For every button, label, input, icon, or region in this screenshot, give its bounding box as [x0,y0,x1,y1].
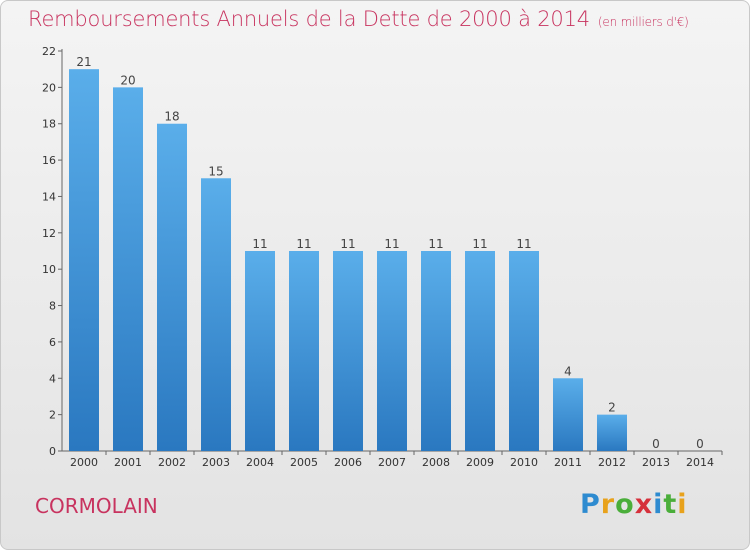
bar-value-label: 15 [208,164,223,178]
y-tick-label: 4 [49,372,56,385]
commune-name: CORMOLAIN [35,494,158,518]
x-tick-label: 2013 [642,456,670,469]
y-tick-label: 2 [49,409,56,422]
x-tick-label: 2008 [422,456,450,469]
chart-title: Remboursements Annuels de la Dette de 20… [28,7,689,31]
x-tick-label: 2011 [554,456,582,469]
bar [597,414,627,451]
bar-value-label: 11 [296,237,311,251]
y-tick-label: 22 [42,45,56,58]
x-tick-label: 2012 [598,456,626,469]
x-tick-label: 2005 [290,456,318,469]
bar-value-label: 4 [564,364,572,378]
bar [465,251,495,451]
bar-value-label: 20 [120,73,135,87]
x-tick-label: 2000 [70,456,98,469]
logo-letter: x [634,489,654,520]
bar-value-label: 11 [472,237,487,251]
logo-letter: P [580,489,601,520]
y-tick-label: 12 [42,227,56,240]
x-tick-label: 2009 [466,456,494,469]
y-tick-label: 6 [49,336,56,349]
bar [509,251,539,451]
logo-letter: t [663,489,678,520]
x-tick-label: 2002 [158,456,186,469]
bar-value-label: 21 [76,55,91,69]
bar-value-label: 11 [384,237,399,251]
chart-title-text: Remboursements Annuels de la Dette de 20… [28,7,590,31]
x-tick-label: 2007 [378,456,406,469]
bar [377,251,407,451]
bar [157,123,187,452]
bar-value-label: 11 [252,237,267,251]
bar [553,378,583,451]
chart-subtitle: (en milliers d'€) [597,15,689,29]
y-tick-label: 16 [42,154,56,167]
bar-value-label: 0 [696,437,704,451]
y-tick-label: 0 [49,445,56,458]
bar-value-label: 11 [340,237,355,251]
bar [201,178,231,452]
bar [113,87,143,451]
x-tick-label: 2001 [114,456,142,469]
logo-letter: i [653,489,664,520]
bar-value-label: 0 [652,437,660,451]
bar-value-label: 18 [164,110,179,124]
bar-value-label: 11 [516,237,531,251]
bar [289,251,319,451]
y-tick-label: 20 [42,81,56,94]
y-tick-label: 10 [42,263,56,276]
bar-value-label: 2 [608,401,616,415]
bar [333,251,363,451]
y-tick-label: 18 [42,118,56,131]
bar [69,69,99,451]
logo-letter: o [615,489,635,520]
logo-letter: r [600,489,616,520]
bar [245,251,275,451]
y-tick-label: 8 [49,300,56,313]
x-tick-label: 2003 [202,456,230,469]
bar [421,251,451,451]
y-tick-label: 14 [42,190,56,203]
x-tick-label: 2010 [510,456,538,469]
x-tick-label: 2006 [334,456,362,469]
bar-value-label: 11 [428,237,443,251]
x-tick-label: 2014 [686,456,714,469]
logo-letter: i [677,489,688,520]
proxiti-logo: Proxiti [580,489,688,520]
x-tick-label: 2004 [246,456,274,469]
